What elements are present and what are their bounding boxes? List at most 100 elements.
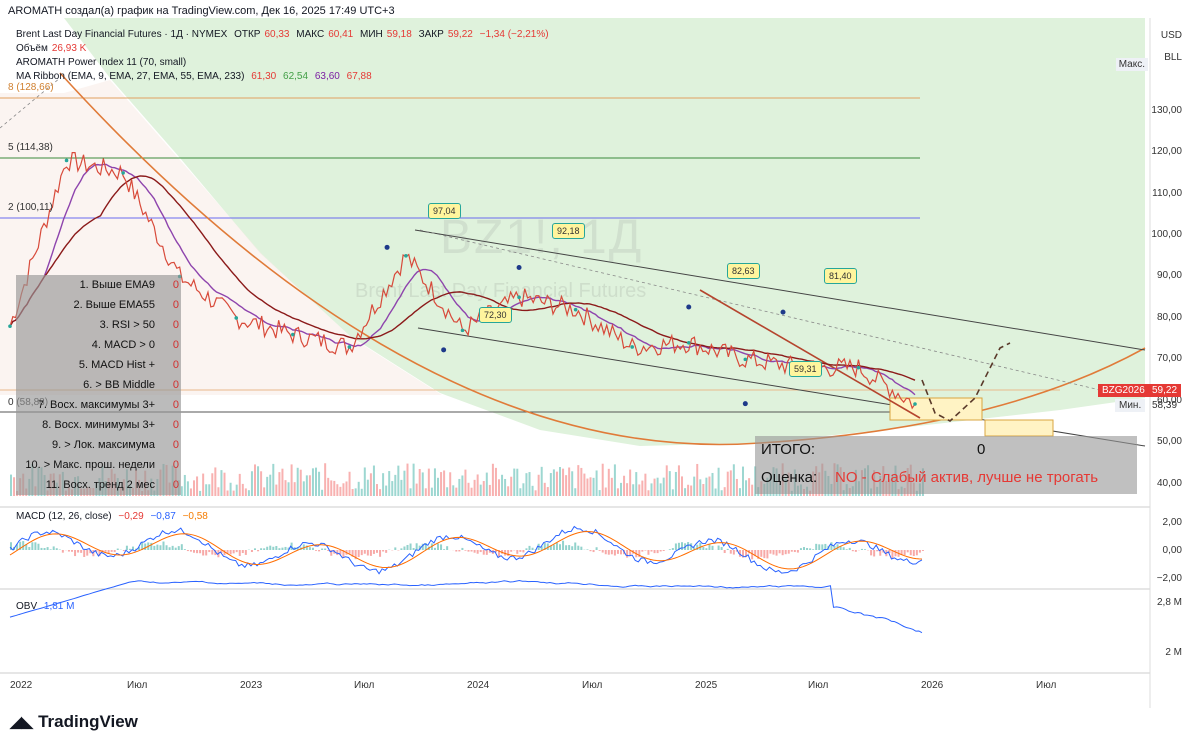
macd-hist-bar [22, 541, 25, 550]
macd-hist-bar [232, 550, 235, 554]
volume-bar [711, 472, 714, 496]
macd-hist-bar [659, 550, 662, 552]
volume-bar [488, 484, 491, 496]
macd-hist-bar [641, 550, 644, 552]
volume-bar [650, 483, 653, 496]
macd-hist-bar [738, 550, 741, 557]
ribbon-value-4: 67,88 [346, 71, 372, 82]
macd-hist-bar [836, 544, 839, 550]
volume-bar [372, 465, 375, 496]
macd-hist-bar [74, 550, 77, 557]
volume-bar [284, 480, 287, 496]
macd-hist-bar [284, 546, 287, 550]
volume-bar [430, 487, 433, 496]
macd-hist-bar [769, 550, 772, 554]
volume-bar [525, 473, 528, 496]
volume-bar [235, 484, 238, 496]
min-label: Мин. [1115, 399, 1146, 412]
volume-bar [278, 472, 281, 496]
volume-bar [211, 473, 214, 496]
macd-hist-bar [799, 548, 802, 550]
macd-hist-bar [815, 543, 818, 550]
criteria-row: 11. Восх. тренд 2 мес 0 [45, 479, 179, 491]
volume-bar [452, 485, 455, 496]
macd-hist-bar [138, 547, 141, 550]
time-tick: Июл [127, 680, 148, 691]
volume-bar [244, 488, 247, 496]
volume-bar [421, 472, 424, 496]
criteria-panel: 1. Выше EMA9 0 2. Выше EMA55 0 3. RSI > 50… [16, 275, 181, 495]
macd-hist-bar [812, 549, 815, 550]
macd-hist-bar [912, 550, 915, 556]
volume-bar [745, 480, 748, 496]
macd-hist-bar [668, 549, 671, 550]
volume-bar [302, 481, 305, 496]
macd-hist-bar [876, 550, 879, 552]
volume-bar [726, 471, 729, 496]
annotation-point [742, 401, 748, 407]
macd-hist-bar [921, 550, 924, 551]
volume-legend[interactable]: Объём 26,93 K [16, 42, 90, 56]
macd-hist-bar [498, 550, 500, 557]
volume-bar [229, 482, 232, 496]
macd-hist-bar [656, 550, 659, 554]
volume-bar [540, 466, 543, 496]
obv-legend[interactable]: OBV 1,81 M [16, 600, 78, 614]
annotation-bubble: 81,40 [824, 268, 857, 284]
macd-hist-bar [443, 549, 446, 550]
close-value: 59,22 [447, 29, 473, 40]
macd-hist-bar [681, 542, 683, 550]
time-tick: Июл [582, 680, 603, 691]
macd-hist-bar [95, 550, 98, 553]
macd-hist-bar [607, 550, 610, 555]
macd-line [9, 525, 923, 575]
volume-bar [583, 473, 586, 496]
volume-bar [461, 475, 464, 496]
volume-bar [351, 489, 354, 496]
symbol-legend[interactable]: Brent Last Day Financial Futures · 1Д · … [16, 28, 553, 42]
macd-hist-bar [49, 549, 52, 550]
macd-hist-bar [403, 546, 406, 550]
macd-label: MACD (12, 26, close) [16, 511, 112, 522]
macd-hist-bar [10, 542, 12, 550]
ribbon-legend[interactable]: MA Ribbon (EMA, 9, EMA, 27, EMA, 55, EMA… [16, 70, 376, 84]
volume-bar [507, 486, 510, 496]
volume-bar [455, 487, 458, 496]
tradingview-logo-icon: ◢◣ [10, 714, 34, 731]
price-series [8, 151, 917, 410]
volume-bar [598, 490, 601, 496]
volume-bar [632, 484, 635, 496]
volume-bar [687, 484, 690, 496]
macd-hist-bar [311, 547, 314, 550]
macd-legend[interactable]: MACD (12, 26, close) −0,29 −0,87 −0,58 [16, 510, 212, 524]
volume-label: Объём [16, 43, 48, 54]
watermark-ticker: BZ1!, 1Д [440, 211, 644, 264]
macd-hist-bar [308, 547, 311, 550]
macd-hist-bar [479, 550, 482, 553]
volume-bar [226, 490, 229, 496]
macd-hist-bar [528, 545, 531, 550]
volume-bar [473, 479, 476, 496]
unit-label[interactable]: BLL [1164, 52, 1182, 63]
macd-hist-bar [854, 550, 857, 552]
macd-hist-bar [763, 550, 766, 559]
macd-hist-bar [46, 547, 49, 550]
down-trendline [699, 289, 921, 419]
ribbon-value-2: 62,54 [283, 71, 309, 82]
price-point [573, 307, 578, 312]
macd-value-3: −0,58 [182, 511, 208, 522]
tradingview-brand[interactable]: ◢◣ TradingView [10, 712, 138, 732]
macd-hist-bar [845, 549, 848, 550]
macd-hist-bar [52, 546, 55, 550]
macd-hist-bar [601, 550, 604, 553]
volume-bar [665, 465, 668, 496]
currency-label[interactable]: USD [1160, 30, 1182, 41]
volume-bar [479, 484, 482, 496]
max-label: Макс. [1115, 58, 1148, 71]
volume-bar [275, 484, 278, 496]
power-index-legend[interactable]: AROMATH Power Index 11 (70, small) [16, 57, 187, 68]
macd-hist-bar [440, 544, 443, 550]
obv-line [9, 579, 923, 634]
volume-bar [458, 478, 461, 496]
macd-hist-bar [31, 542, 34, 550]
